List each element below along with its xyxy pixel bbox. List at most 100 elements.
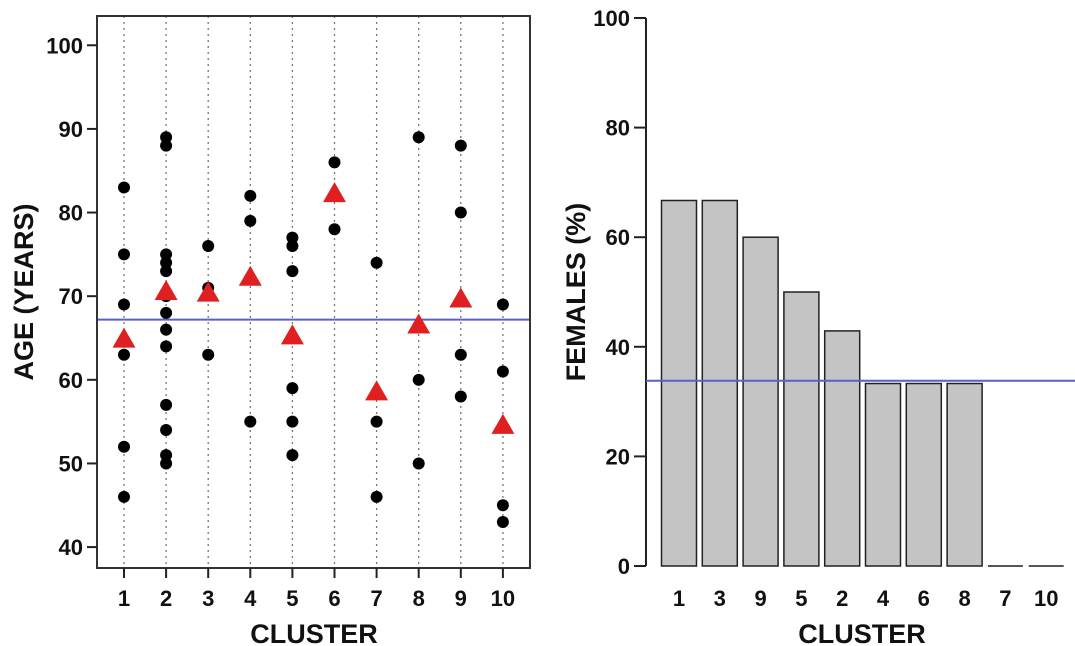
- y-tick-label: 0: [618, 554, 630, 579]
- y-tick-label: 80: [59, 201, 83, 226]
- data-point: [202, 348, 215, 361]
- data-point: [118, 440, 130, 453]
- data-point: [160, 323, 173, 336]
- data-point: [160, 398, 173, 411]
- mean-marker: [238, 265, 262, 286]
- y-axis-title: AGE (YEARS): [9, 203, 39, 380]
- y-tick-label: 60: [59, 368, 83, 393]
- y-tick-label: 100: [46, 33, 83, 58]
- x-tick-label: 8: [413, 586, 425, 611]
- data-point: [496, 499, 509, 512]
- x-tick-label: 7: [999, 586, 1011, 611]
- y-tick-label: 40: [59, 535, 83, 560]
- data-point: [244, 214, 257, 227]
- y-tick-label: 80: [606, 116, 630, 141]
- y-tick-label: 70: [59, 284, 83, 309]
- bar: [946, 382, 983, 567]
- mean-marker: [449, 287, 473, 308]
- data-point: [286, 382, 299, 395]
- bar: [823, 330, 861, 567]
- age-scatter-chart: 40 50 60 70 80 90 100 1 2 3 4 5 6 7 8 9 10 CLUSTER AGE (YE…: [9, 15, 531, 646]
- mean-marker: [280, 324, 304, 345]
- data-point: [454, 206, 467, 219]
- x-tick-label: 9: [455, 586, 467, 611]
- data-point: [160, 424, 173, 436]
- x-tick-label: 2: [160, 586, 172, 611]
- x-tick-label: 1: [673, 586, 685, 611]
- x-axis-title: CLUSTER: [250, 619, 378, 646]
- x-tick-label: 7: [370, 586, 382, 611]
- mean-marker: [323, 182, 346, 203]
- x-tick-label: 9: [754, 586, 766, 611]
- x-tick-label: 5: [795, 586, 807, 611]
- data-point: [118, 490, 130, 503]
- data-point: [244, 415, 257, 428]
- data-point: [286, 231, 299, 244]
- data-point: [454, 139, 467, 152]
- x-tick-label: 8: [958, 586, 970, 611]
- data-point: [412, 457, 425, 470]
- bar: [905, 382, 943, 567]
- data-point: [328, 156, 341, 169]
- x-tick-label: 3: [714, 586, 726, 611]
- mean-marker: [365, 380, 389, 401]
- x-tick-label: 10: [491, 586, 515, 611]
- data-point: [496, 298, 509, 311]
- data-point: [202, 240, 215, 252]
- mean-marker: [196, 281, 220, 302]
- bar: [660, 199, 698, 567]
- data-point: [286, 449, 299, 462]
- bar: [701, 199, 739, 567]
- x-tick-label: 1: [118, 586, 130, 611]
- data-point: [454, 348, 467, 361]
- data-point: [118, 181, 130, 194]
- data-point: [118, 348, 130, 361]
- y-tick-label: 100: [593, 6, 630, 31]
- data-point: [160, 306, 173, 319]
- data-point: [118, 298, 130, 311]
- y-tick-label: 90: [59, 117, 83, 142]
- data-point: [370, 256, 383, 269]
- data-point: [454, 390, 467, 403]
- data-point: [160, 457, 173, 470]
- data-point: [412, 373, 425, 386]
- data-point: [160, 131, 173, 144]
- x-tick-label: 4: [877, 586, 890, 611]
- x-tick-label: 2: [836, 586, 848, 611]
- x-axis-title: CLUSTER: [798, 619, 926, 646]
- data-point: [286, 265, 299, 278]
- mean-marker: [112, 327, 136, 348]
- data-point: [160, 256, 173, 269]
- y-axis-title: FEMALES (%): [561, 203, 591, 382]
- data-point: [496, 516, 509, 528]
- y-tick-label: 60: [606, 225, 630, 250]
- mean-marker: [154, 280, 178, 300]
- bar: [864, 382, 902, 567]
- mean-marker: [491, 413, 515, 434]
- data-point: [160, 449, 173, 462]
- x-tick-label: 10: [1034, 586, 1058, 611]
- data-point: [496, 365, 509, 378]
- data-point: [160, 139, 173, 152]
- x-tick-label: 6: [328, 586, 340, 611]
- x-tick-label: 3: [202, 586, 214, 611]
- data-point: [370, 490, 383, 503]
- data-point: [160, 265, 173, 278]
- data-point: [412, 131, 425, 144]
- data-point: [328, 223, 341, 236]
- data-point: [160, 248, 173, 261]
- plot-frame: [96, 15, 531, 569]
- x-tick-label: 5: [286, 586, 298, 611]
- data-point: [370, 415, 383, 428]
- data-point: [160, 340, 173, 353]
- y-tick-label: 50: [59, 451, 83, 476]
- bar: [742, 236, 779, 567]
- bar: [783, 291, 820, 567]
- data-point: [286, 240, 299, 252]
- data-point: [286, 415, 299, 428]
- data-point: [244, 189, 257, 202]
- x-tick-label: 6: [918, 586, 930, 611]
- y-tick-label: 20: [606, 444, 630, 469]
